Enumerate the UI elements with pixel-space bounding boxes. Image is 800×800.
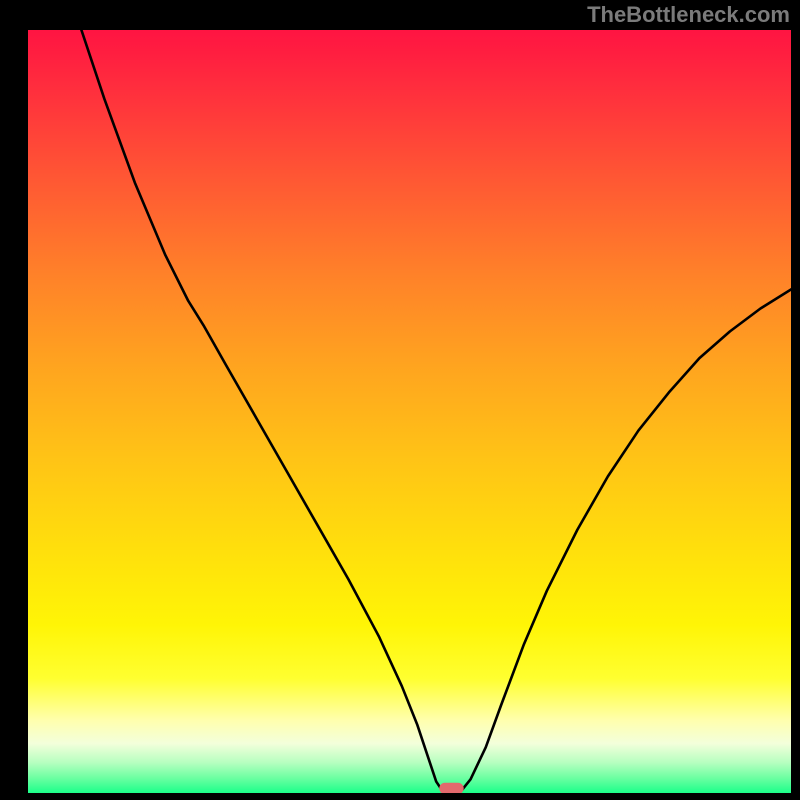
gradient-background bbox=[28, 30, 791, 793]
chart-frame: TheBottleneck.com bbox=[0, 0, 800, 800]
plot-area bbox=[28, 30, 791, 793]
optimum-marker bbox=[439, 783, 463, 793]
watermark-text: TheBottleneck.com bbox=[587, 2, 790, 28]
bottleneck-chart-svg bbox=[28, 30, 791, 793]
